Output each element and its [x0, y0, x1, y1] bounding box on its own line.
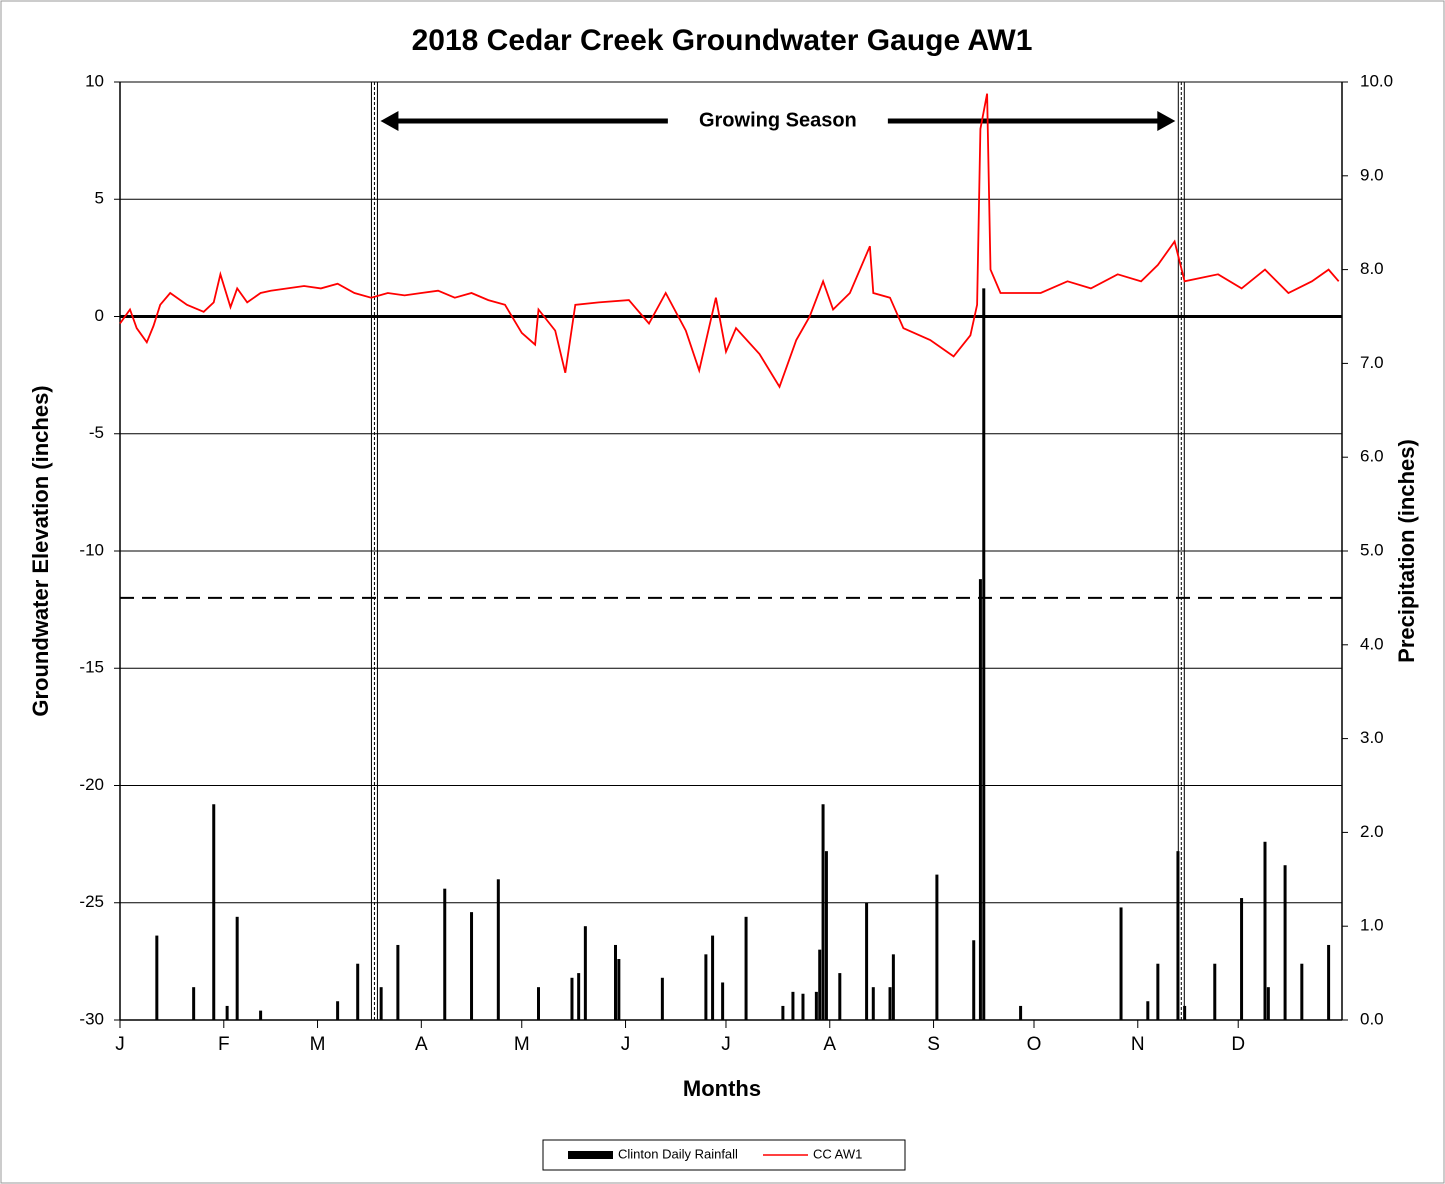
rain-bar [891, 954, 895, 1020]
y-tick-label: 0 [95, 306, 104, 325]
x-tick-label: A [823, 1034, 836, 1055]
rain-bar [721, 982, 725, 1020]
rain-bar [888, 987, 892, 1020]
x-tick-label: A [415, 1034, 428, 1055]
x-tick-label: M [310, 1034, 326, 1055]
y2-tick-label: 10.0 [1360, 71, 1393, 90]
rain-bar [871, 987, 875, 1020]
rain-bar [935, 874, 939, 1020]
rain-bar [225, 1005, 229, 1020]
rain-bar [744, 916, 748, 1020]
legend-label: Clinton Daily Rainfall [618, 1146, 738, 1161]
y-tick-label: 5 [95, 189, 104, 208]
rain-bar [155, 935, 159, 1020]
rain-bar [1119, 907, 1123, 1020]
rain-bar [704, 954, 708, 1020]
y-tick-label: 10 [85, 71, 104, 90]
rain-bar [356, 963, 360, 1020]
season-label: Growing Season [699, 109, 857, 131]
rain-bar [470, 912, 474, 1020]
rain-bar [1156, 963, 1160, 1020]
x-tick-label: J [115, 1034, 125, 1055]
x-tick-label: D [1231, 1034, 1245, 1055]
rain-bar [1327, 944, 1331, 1020]
rain-bar [781, 1005, 785, 1020]
groundwater-line [119, 93, 1340, 389]
rain-bar [865, 902, 869, 1020]
x-axis-label: Months [683, 1076, 761, 1101]
rain-bar [1283, 865, 1287, 1020]
rain-bar [982, 288, 986, 1020]
rain-bar [791, 991, 795, 1020]
chart-title: 2018 Cedar Creek Groundwater Gauge AW1 [412, 24, 1033, 57]
rain-bar [1263, 841, 1267, 1020]
x-tick-label: S [927, 1034, 940, 1055]
rain-bar [235, 916, 239, 1020]
rain-bar [443, 888, 447, 1020]
rain-bar [577, 973, 581, 1020]
rain-bar [660, 977, 664, 1020]
rain-bar [617, 959, 621, 1020]
y2-tick-label: 8.0 [1360, 259, 1384, 278]
y2-tick-label: 4.0 [1360, 634, 1384, 653]
y-tick-label: -10 [79, 540, 104, 559]
y2-tick-label: 5.0 [1360, 540, 1384, 559]
y2-axis-label: Precipitation (inches) [1394, 439, 1419, 663]
legend-label: CC AW1 [813, 1146, 862, 1161]
rain-bar [1146, 1001, 1150, 1020]
rain-bar [824, 851, 828, 1020]
rain-bar [818, 949, 822, 1020]
rain-bar [613, 944, 617, 1020]
rain-bar [1300, 963, 1304, 1020]
arrow-head [1157, 111, 1176, 131]
rain-bar [1183, 1005, 1187, 1020]
rain-bar [192, 987, 196, 1020]
rain-bar [821, 804, 825, 1020]
rain-bar [814, 991, 818, 1020]
rain-bar [1240, 898, 1244, 1020]
x-tick-label: F [218, 1034, 230, 1055]
rain-bar [259, 1010, 263, 1020]
y2-tick-label: 9.0 [1360, 165, 1384, 184]
x-tick-label: J [721, 1034, 731, 1055]
rain-bar [1266, 987, 1270, 1020]
arrow-head [380, 111, 399, 131]
y-tick-label: -5 [89, 423, 104, 442]
y2-tick-label: 6.0 [1360, 447, 1384, 466]
rain-bar [1176, 851, 1180, 1020]
y-tick-label: -30 [79, 1009, 104, 1028]
rain-bar [978, 579, 982, 1020]
y-axis-label: Groundwater Elevation (inches) [28, 385, 53, 716]
rain-bar [212, 804, 216, 1020]
rain-bar [1019, 1005, 1023, 1020]
rain-bar [1213, 963, 1217, 1020]
rain-bar [570, 977, 574, 1020]
x-tick-label: N [1131, 1034, 1145, 1055]
y2-tick-label: 2.0 [1360, 822, 1384, 841]
x-tick-label: J [621, 1034, 631, 1055]
rain-bar [972, 940, 976, 1020]
y-tick-label: -15 [79, 658, 104, 677]
y-tick-label: -25 [79, 892, 104, 911]
rain-bar [536, 987, 540, 1020]
y2-tick-label: 0.0 [1360, 1009, 1384, 1028]
rain-bar [583, 926, 587, 1020]
rain-bar [379, 987, 383, 1020]
rain-bar [838, 973, 842, 1020]
y2-tick-label: 7.0 [1360, 353, 1384, 372]
rain-bar [496, 879, 500, 1020]
rain-bar [336, 1001, 340, 1020]
y-tick-label: -20 [79, 775, 104, 794]
rain-bar [711, 935, 715, 1020]
x-tick-label: O [1027, 1034, 1042, 1055]
y2-tick-label: 1.0 [1360, 916, 1384, 935]
x-tick-label: M [514, 1034, 530, 1055]
rain-bar [801, 993, 805, 1020]
rain-bar [396, 944, 400, 1020]
y2-tick-label: 3.0 [1360, 728, 1384, 747]
